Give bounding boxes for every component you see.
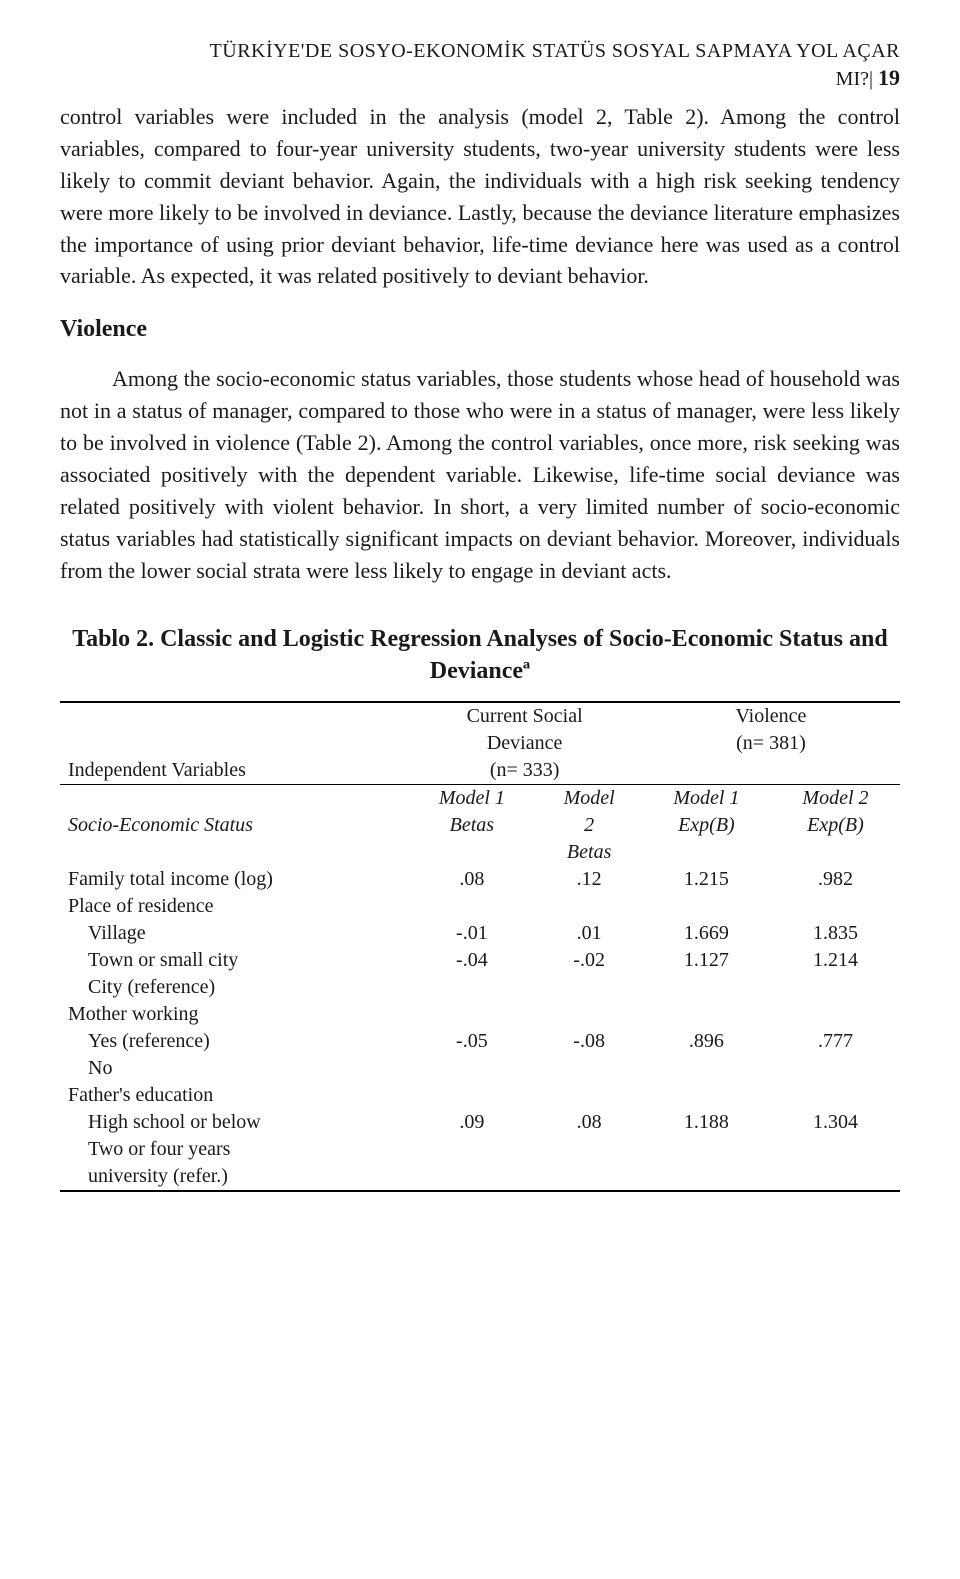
table-row: Father's education (60, 1082, 900, 1109)
cell-value (642, 1082, 771, 1109)
table-row: No (60, 1055, 900, 1082)
cell-value: 1.215 (642, 866, 771, 893)
table-row: university (refer.) (60, 1163, 900, 1191)
cell-value: 1.214 (771, 947, 900, 974)
m4-line2: Exp(B) (771, 812, 900, 839)
cell-value (407, 1163, 536, 1191)
m3-line1: Model 1 (642, 785, 771, 813)
row-label: Mother working (60, 1001, 407, 1028)
cell-value (642, 1163, 771, 1191)
cell-value: .08 (536, 1109, 641, 1136)
cell-value (771, 974, 900, 1001)
cell-value: -.02 (536, 947, 641, 974)
cell-value (536, 1136, 641, 1163)
cell-value (407, 1136, 536, 1163)
cell-value (771, 1001, 900, 1028)
cell-value (771, 1082, 900, 1109)
col-group-1-line3: (n= 333) (407, 757, 642, 785)
cell-value (642, 974, 771, 1001)
cell-value (407, 974, 536, 1001)
cell-value (536, 893, 641, 920)
row-label: Family total income (log) (60, 866, 407, 893)
regression-table: Independent Variables Current Social Vio… (60, 701, 900, 1192)
m2-line1: Model (536, 785, 641, 813)
col-group-2-line1: Violence (642, 702, 900, 730)
cell-value: .982 (771, 866, 900, 893)
row-label: No (60, 1055, 407, 1082)
table-row: City (reference) (60, 974, 900, 1001)
table-row: Town or small city-.04-.021.1271.214 (60, 947, 900, 974)
table-row: Yes (reference)-.05-.08.896.777 (60, 1028, 900, 1055)
table-row: Place of residence (60, 893, 900, 920)
cell-value (771, 1136, 900, 1163)
cell-value (642, 893, 771, 920)
cell-value: .09 (407, 1109, 536, 1136)
cell-value (642, 1055, 771, 1082)
running-header-line1: TÜRKİYE'DE SOSYO-EKONOMİK STATÜS SOSYAL … (60, 40, 900, 63)
cell-value (407, 1001, 536, 1028)
cell-value: -.08 (536, 1028, 641, 1055)
table-row: Village-.01.011.6691.835 (60, 920, 900, 947)
cell-value: 1.127 (642, 947, 771, 974)
cell-value: .777 (771, 1028, 900, 1055)
cell-value: 1.304 (771, 1109, 900, 1136)
row-label: City (reference) (60, 974, 407, 1001)
cell-value (536, 1001, 641, 1028)
table-row: Two or four years (60, 1136, 900, 1163)
table-row: Mother working (60, 1001, 900, 1028)
table-row: High school or below.09.081.1881.304 (60, 1109, 900, 1136)
m2-line2: 2 (536, 812, 641, 839)
table-row: Family total income (log).08.121.215.982 (60, 866, 900, 893)
running-header-line2: MI?| 19 (60, 65, 900, 91)
row-label: Two or four years (60, 1136, 407, 1163)
cell-value: -.05 (407, 1028, 536, 1055)
paragraph-2: Among the socio-economic status variable… (60, 363, 900, 586)
m1-line1: Model 1 (407, 785, 536, 813)
m3-line2: Exp(B) (642, 812, 771, 839)
col-group-1-line1: Current Social (407, 702, 642, 730)
m2-line3: Betas (536, 839, 641, 866)
cell-value (407, 1082, 536, 1109)
cell-value: 1.835 (771, 920, 900, 947)
row-label: university (refer.) (60, 1163, 407, 1191)
cell-value: 1.188 (642, 1109, 771, 1136)
running-header-prefix: MI?| (836, 68, 878, 90)
col-group-1-line2: Deviance (407, 730, 642, 757)
cell-value (771, 1055, 900, 1082)
ses-subhead: Socio-Economic Status (60, 785, 407, 867)
m1-line2: Betas (407, 812, 536, 839)
m4-line1: Model 2 (771, 785, 900, 813)
cell-value: -.04 (407, 947, 536, 974)
row-label: High school or below (60, 1109, 407, 1136)
paragraph-1: control variables were included in the a… (60, 101, 900, 292)
row-label: Father's education (60, 1082, 407, 1109)
cell-value (536, 1055, 641, 1082)
indep-variables-header: Independent Variables (60, 702, 407, 785)
cell-value (642, 1136, 771, 1163)
cell-value: .01 (536, 920, 641, 947)
section-heading-violence: Violence (60, 316, 900, 343)
cell-value: .896 (642, 1028, 771, 1055)
cell-value (771, 1163, 900, 1191)
col-group-2-line2: (n= 381) (642, 730, 900, 757)
table-title: Tablo 2. Classic and Logistic Regression… (60, 623, 900, 688)
cell-value (536, 1082, 641, 1109)
cell-value (771, 893, 900, 920)
page-number: 19 (878, 65, 900, 90)
cell-value: .12 (536, 866, 641, 893)
cell-value: -.01 (407, 920, 536, 947)
cell-value (407, 1055, 536, 1082)
cell-value (536, 1163, 641, 1191)
row-label: Yes (reference) (60, 1028, 407, 1055)
row-label: Town or small city (60, 947, 407, 974)
row-label: Place of residence (60, 893, 407, 920)
cell-value (642, 1001, 771, 1028)
row-label: Village (60, 920, 407, 947)
cell-value: 1.669 (642, 920, 771, 947)
cell-value: .08 (407, 866, 536, 893)
cell-value (407, 893, 536, 920)
cell-value (536, 974, 641, 1001)
